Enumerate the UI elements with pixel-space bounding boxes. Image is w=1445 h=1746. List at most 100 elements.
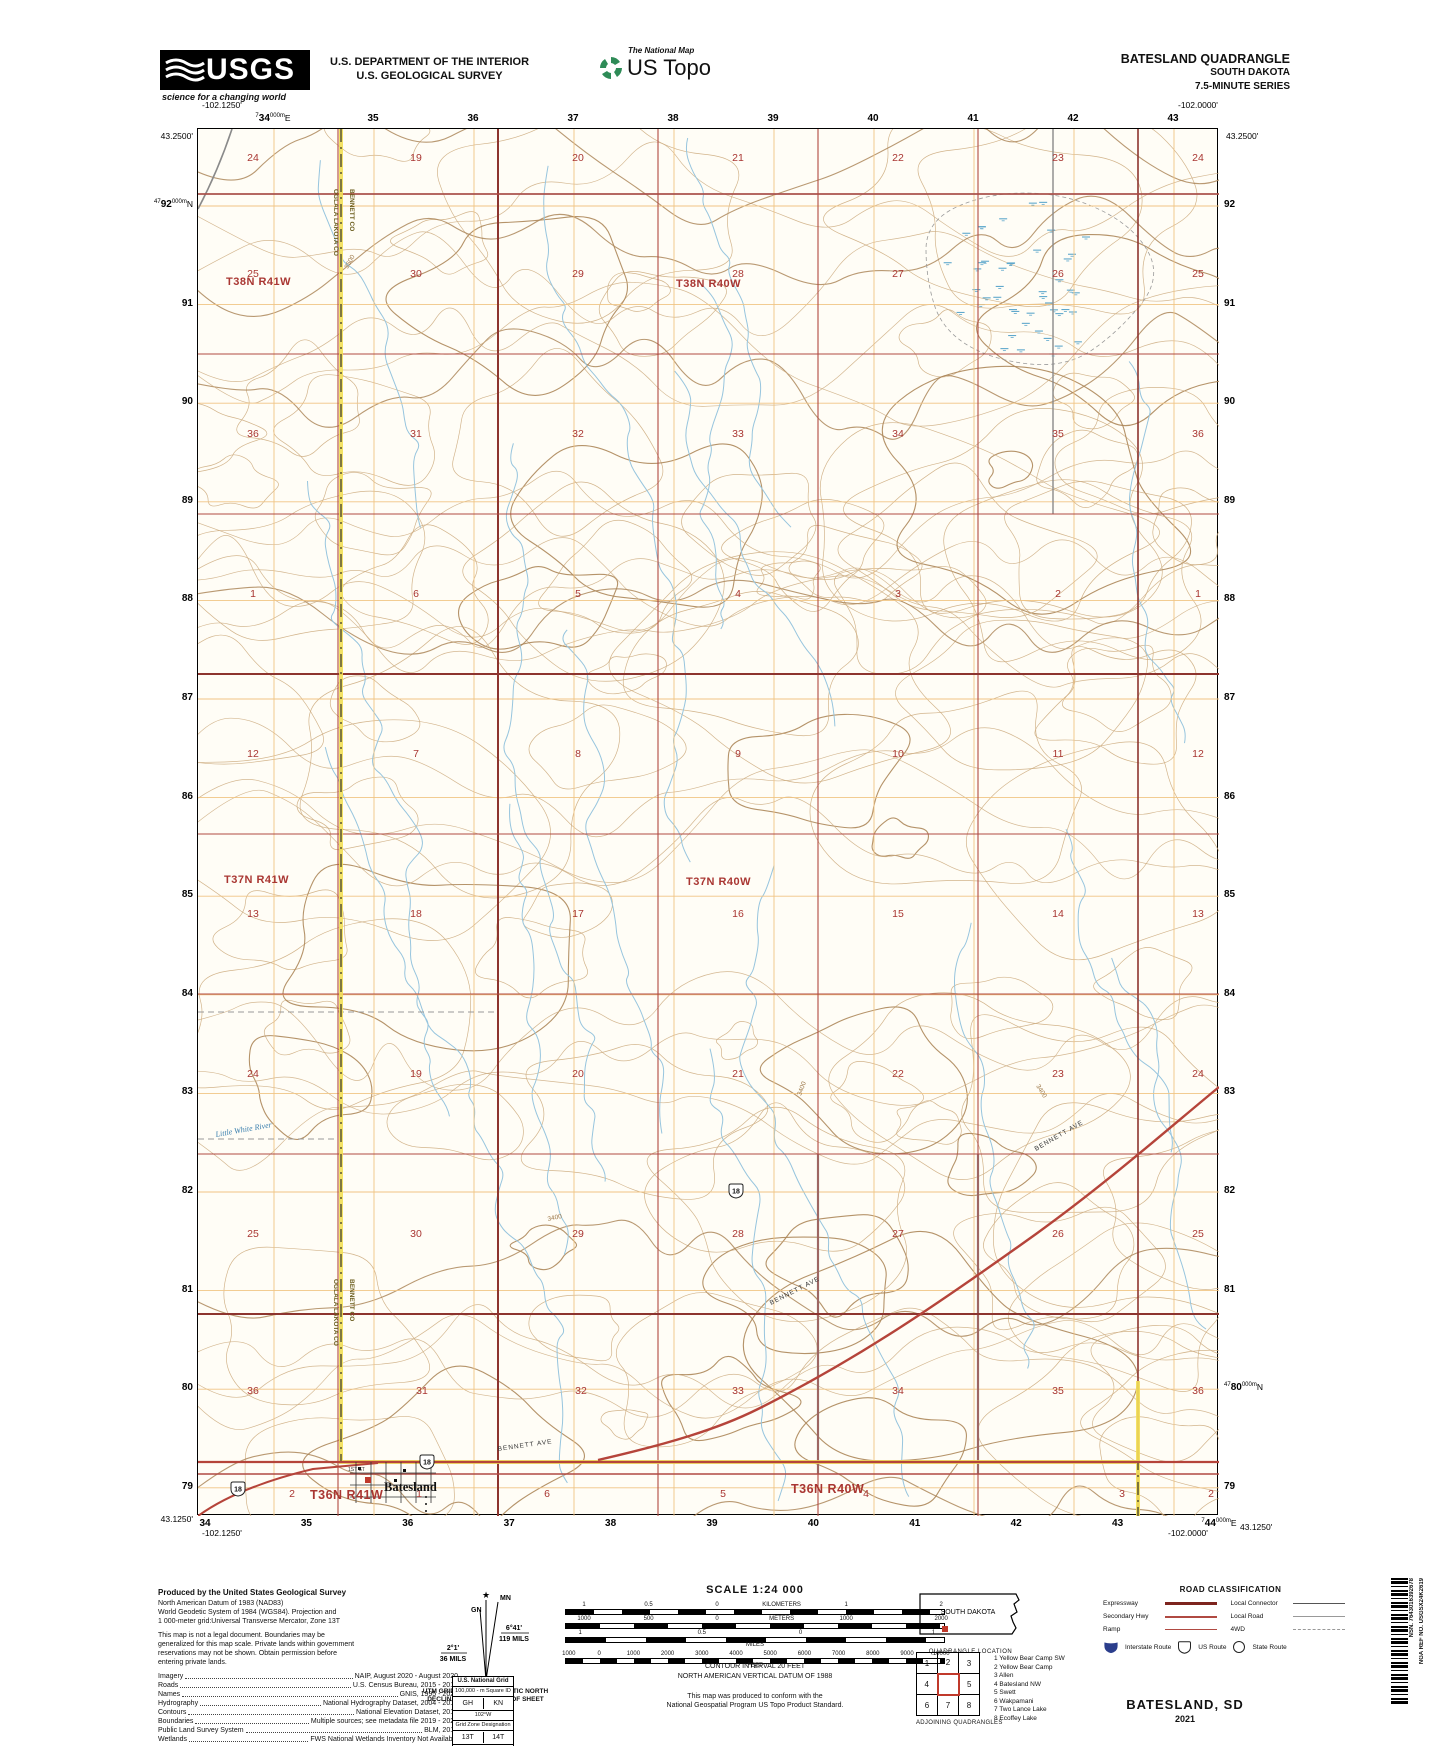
town-batesland (350, 1462, 436, 1512)
grid-northing-left: 85 (181, 889, 193, 901)
credit-row: Contours National Elevation Dataset, 2012 (158, 1708, 458, 1717)
section-number: 11 (1053, 748, 1064, 760)
scale-bar-label: 5000 (763, 1651, 777, 1657)
scale-bar-unit: MILES (745, 1642, 764, 1648)
scale-bar-label: 0 (597, 1651, 601, 1657)
roadclass-line-sample (1292, 1616, 1345, 1617)
county-label-east: BENNETT CO (348, 189, 355, 231)
credit-value: BLM, 2017 (424, 1727, 458, 1734)
grid-northing-right: 92 (1224, 199, 1236, 210)
grid-northing-left: 81 (181, 1283, 193, 1295)
usng-zone-1: 13T (453, 1732, 484, 1743)
barcode-nga: NGA REF NO. USGSX24K2619 (1419, 1578, 1425, 1665)
section-number: 23 (1052, 152, 1064, 164)
section-number: 14 (1052, 908, 1064, 920)
grid-easting-top: 42 (1067, 113, 1079, 124)
grid-easting-top: 37 (567, 113, 579, 124)
standard-note: This map was produced to conform with th… (600, 1692, 910, 1710)
section-number: 20 (572, 1068, 584, 1080)
adjoining-cell-current (936, 1672, 960, 1696)
grid-northing-right: 88 (1224, 593, 1236, 605)
svg-text:SOUTH DAKOTA: SOUTH DAKOTA (940, 1609, 995, 1616)
section-number: 32 (575, 1385, 587, 1397)
roadclass-row: Secondary Hwy Local Road (1103, 1612, 1358, 1621)
section-number: 36 (1192, 428, 1204, 440)
grid-easting-bottom: 40 (807, 1518, 819, 1529)
quad-series: 7.5-MINUTE SERIES (1194, 81, 1290, 92)
roadclass-label: 4WD (1230, 1626, 1245, 1633)
roadclass-label: Local Connector (1230, 1600, 1278, 1607)
section-number: 25 (247, 1228, 259, 1240)
credit-row: Boundaries Multiple sources; see metadata… (158, 1717, 458, 1726)
section-number: 2 (1055, 588, 1061, 600)
scale-bar-label: 0.5 (644, 1602, 653, 1608)
section-number: 31 (416, 1385, 428, 1397)
contour-elevation-label: 3400 (547, 1213, 563, 1223)
township-label: T38N R40W (676, 278, 741, 290)
corner-coordinate: 43.2500' (160, 131, 193, 141)
section-number: 36 (247, 428, 259, 440)
quad-location-marker (941, 1626, 948, 1632)
roadclass-label: Local Road (1230, 1613, 1264, 1620)
credit-value: Multiple sources; see metadata file 2019… (310, 1718, 458, 1725)
scale-bar-label: METERS (769, 1616, 795, 1622)
usng-box: U.S. National Grid 100,000 - m Square ID… (452, 1676, 514, 1746)
section-number: 27 (892, 1228, 904, 1240)
grid-easting-top: 38 (667, 113, 679, 124)
grid-easting-bottom: 37 (503, 1518, 515, 1529)
scale-bar: 1 0.5 0 1 (565, 1629, 945, 1643)
roadclass-label: Expressway (1103, 1600, 1139, 1607)
section-number: 15 (892, 908, 904, 920)
true-north-star: ★ (481, 1590, 489, 1600)
section-number: 36 (1192, 1385, 1204, 1397)
produced-by-title: Produced by the United States Geological… (158, 1588, 347, 1597)
section-number: 12 (1192, 748, 1204, 760)
usng-square-2: KN (493, 1700, 504, 1707)
section-number: 5 (720, 1488, 726, 1500)
interstate-route-label: Interstate Route (1125, 1643, 1172, 1651)
section-number: 34 (892, 428, 904, 440)
svg-text:6°41': 6°41' (505, 1624, 521, 1632)
corner-coordinate: -102.1250' (202, 100, 242, 110)
section-number: 33 (732, 1385, 744, 1397)
section-number: 28 (732, 268, 744, 280)
grid-northing-right: 89 (1224, 494, 1236, 506)
section-number: 27 (892, 268, 904, 280)
national-map-logo: The National Map US Topo (598, 46, 718, 81)
credit-value: NAIP, August 2020 - August 2020 (354, 1673, 458, 1680)
scale-bar-label: 1 (844, 1602, 848, 1608)
barcode: NSN. 7643016392678 NGA REF NO. USGSX24K2… (1391, 1578, 1437, 1708)
section-number: 31 (410, 428, 422, 440)
grid-easting-bottom: 43 (1112, 1518, 1124, 1529)
legal-line: entering private lands. (158, 1659, 227, 1666)
section-number: 19 (410, 1068, 422, 1080)
sheet-title-block: BATESLAND, SD 2021 (1115, 1697, 1255, 1724)
section-lines (198, 129, 1219, 1516)
adjoining-cell: 1 (916, 1652, 938, 1674)
scale-bar-label: 4000 (729, 1651, 743, 1657)
usng-longitude-bottom: 102°W (453, 1744, 513, 1746)
us-route-label: US Route (1198, 1643, 1227, 1651)
grid-easting-bottom: 38 (605, 1518, 617, 1529)
adjoining-name: 1 Yellow Bear Camp SW (994, 1655, 1065, 1662)
adjoining-quad-names: 1 Yellow Bear Camp SW 2 Yellow Bear Camp 3… (994, 1655, 1065, 1723)
credit-value: National Elevation Dataset, 2012 (356, 1709, 458, 1716)
section-number: 29 (572, 1228, 584, 1240)
state-route-circle-icon (1233, 1641, 1246, 1653)
highways (197, 1086, 1220, 1517)
section-number: 5 (575, 588, 581, 600)
road-label-bennett-ave: BENNETT AVE (1034, 1119, 1085, 1153)
corner-coordinate: -102.1250' (202, 1528, 242, 1538)
grid-northing-right: 4780000mN (1224, 1382, 1263, 1394)
section-number: 26 (1052, 268, 1064, 280)
scale-title: SCALE 1:24 000 (706, 1584, 804, 1596)
adjoining-name: 8 Ecoffey Lake (994, 1714, 1037, 1722)
grid-northing-right: 82 (1224, 1185, 1236, 1196)
township-label: T37N R40W (686, 876, 751, 888)
sheet-title: BATESLAND, SD (1126, 1697, 1244, 1712)
usng-square-1: GH (453, 1698, 484, 1709)
barcode-nsn: NSN. 7643016392678 (1409, 1578, 1415, 1638)
credit-key: Contours (158, 1709, 187, 1716)
